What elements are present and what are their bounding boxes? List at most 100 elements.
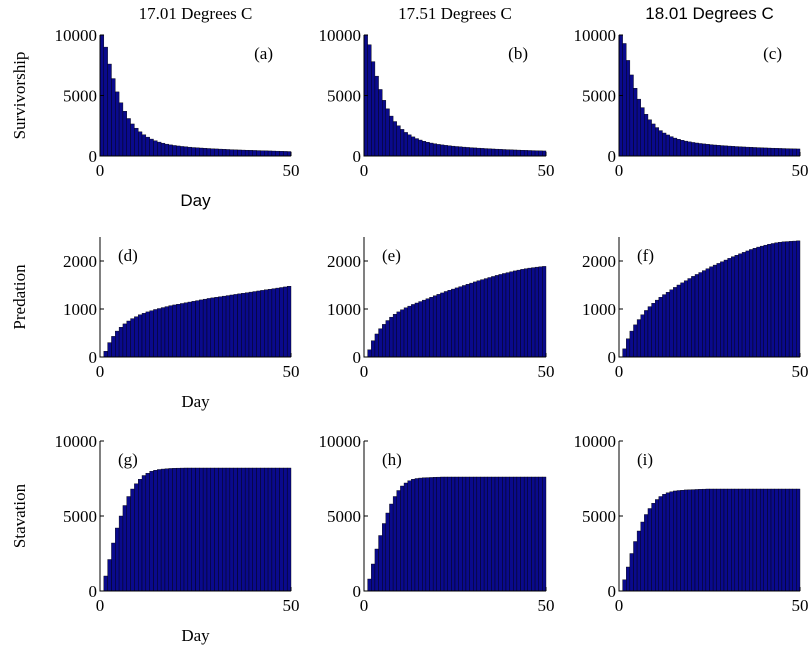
- bar: [502, 149, 507, 157]
- bar: [502, 273, 507, 358]
- bar: [264, 150, 269, 157]
- y-tick-label: 5000: [582, 507, 616, 526]
- bar: [378, 89, 383, 157]
- bar: [229, 149, 234, 157]
- bar: [633, 324, 638, 358]
- panel-e: 0 1000 2000 0 50 (e): [327, 237, 555, 381]
- panel-d: 0 1000 2000 0 50 (d) Day Predation: [10, 237, 300, 411]
- bar: [465, 476, 470, 592]
- bar: [523, 476, 528, 592]
- bar: [662, 494, 667, 592]
- bar: [763, 488, 768, 592]
- bar: [516, 269, 521, 358]
- panel-label: (h): [382, 450, 402, 469]
- bar: [480, 476, 485, 592]
- bar: [271, 150, 276, 157]
- bar: [531, 476, 536, 592]
- y-tick-label: 0: [89, 582, 98, 601]
- bar: [118, 327, 124, 358]
- bar: [759, 245, 764, 358]
- bar: [731, 488, 736, 592]
- bar: [745, 250, 750, 358]
- bar: [432, 295, 438, 358]
- bar: [407, 134, 412, 157]
- bar: [655, 299, 660, 358]
- bar: [673, 490, 678, 592]
- x-tick-label: 0: [96, 362, 105, 381]
- bar: [286, 151, 292, 157]
- bar: [640, 107, 645, 157]
- bar: [382, 523, 387, 592]
- bar: [644, 514, 649, 592]
- bar: [636, 530, 641, 592]
- bar: [741, 488, 746, 592]
- bar: [531, 150, 536, 157]
- bar: [680, 490, 685, 592]
- y-tick-label: 5000: [63, 87, 97, 106]
- bar: [252, 150, 257, 157]
- bar: [749, 249, 754, 358]
- bar: [658, 496, 663, 592]
- bar: [411, 479, 416, 592]
- y-tick-label: 0: [608, 348, 617, 367]
- y-tick-label: 10000: [55, 26, 98, 45]
- bar: [763, 244, 768, 358]
- bar: [626, 60, 631, 157]
- bar: [770, 243, 775, 358]
- x-tick-label: 50: [792, 596, 809, 615]
- y-tick-label: 1000: [327, 300, 361, 319]
- bar: [712, 264, 717, 358]
- bar: [241, 149, 246, 157]
- bar: [241, 293, 246, 358]
- y-tick-label: 0: [353, 348, 362, 367]
- bar: [629, 553, 634, 592]
- x-tick-label: 0: [615, 596, 624, 615]
- bar: [392, 314, 397, 358]
- bar: [785, 148, 790, 157]
- bar: [636, 319, 641, 358]
- bar: [172, 304, 177, 358]
- bar: [244, 467, 250, 592]
- bar: [480, 148, 485, 157]
- bar: [465, 147, 470, 157]
- bar: [168, 468, 173, 592]
- bar: [644, 114, 649, 157]
- bar: [137, 479, 143, 592]
- chart-title: 17.01 Degrees C: [139, 4, 253, 23]
- bar: [403, 482, 408, 592]
- y-tick-label: 10000: [574, 26, 617, 45]
- bar: [458, 286, 463, 358]
- bar: [214, 297, 219, 358]
- bar: [233, 467, 238, 592]
- bar: [731, 146, 736, 157]
- bar: [392, 121, 397, 157]
- bar: [792, 240, 797, 358]
- bar: [774, 488, 779, 592]
- bar: [160, 307, 166, 358]
- bar: [454, 476, 459, 592]
- bar: [749, 147, 754, 157]
- bar: [164, 468, 169, 592]
- bar: [425, 298, 430, 358]
- bar: [538, 150, 543, 157]
- bar: [520, 269, 525, 358]
- bar: [734, 255, 739, 358]
- bar: [400, 485, 405, 592]
- bar: [778, 242, 783, 358]
- x-tick-label: 50: [283, 596, 300, 615]
- bar: [691, 489, 696, 592]
- bar: [738, 253, 743, 358]
- bar: [454, 146, 459, 157]
- panel-i: 0 5000 10000 0 50 (i): [574, 432, 809, 615]
- bar: [516, 149, 521, 157]
- bar: [759, 147, 764, 157]
- bar: [723, 259, 728, 358]
- bar: [141, 475, 147, 592]
- bar: [633, 541, 638, 592]
- bar: [141, 134, 147, 157]
- bar: [655, 127, 660, 157]
- bar: [727, 145, 732, 157]
- bar: [447, 476, 452, 592]
- bar: [763, 147, 768, 157]
- bar: [157, 308, 162, 358]
